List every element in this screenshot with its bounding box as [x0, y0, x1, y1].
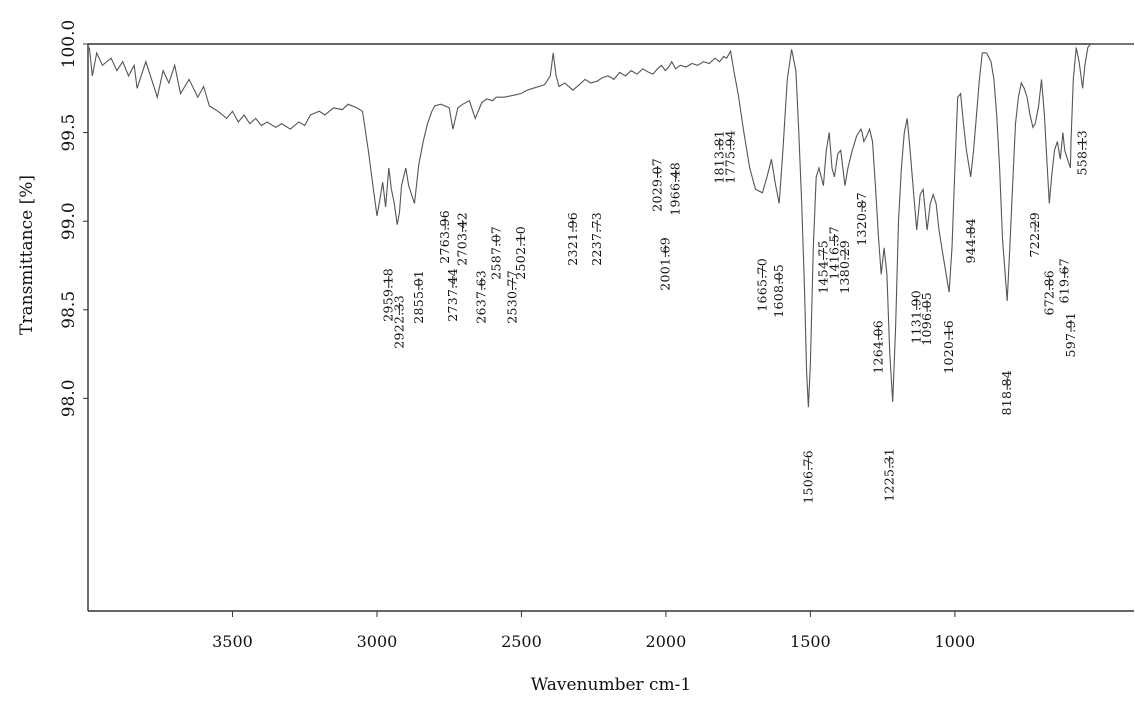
peak-label: 2763.96: [437, 210, 452, 264]
peak-label: 1020.16: [941, 320, 956, 374]
peak-label: 597.91: [1063, 312, 1078, 358]
x-tick-label: 2000: [646, 632, 687, 651]
peak-label: 2703.42: [455, 212, 470, 266]
peak-label: 2502.10: [513, 226, 528, 280]
peak-label: 2001.69: [657, 237, 672, 291]
peak-label: 1264.06: [871, 320, 886, 374]
x-tick-label: 3000: [357, 632, 398, 651]
peak-label: 1813.81: [712, 130, 727, 184]
x-tick-label: 1500: [790, 632, 831, 651]
peak-label: 2922.33: [391, 295, 406, 349]
peak-label: 2637.63: [474, 270, 489, 324]
x-tick-label: 3500: [212, 632, 253, 651]
peak-label: 1416.57: [827, 226, 842, 280]
peak-label: 672.86: [1041, 270, 1056, 316]
x-tick-label: 2500: [501, 632, 542, 651]
peak-label: 1380.29: [837, 240, 852, 294]
peak-label: 2737.44: [445, 268, 460, 322]
peak-label: 818.84: [999, 370, 1014, 416]
peak-label: 1608.05: [771, 264, 786, 318]
y-tick-label: 99.0: [59, 202, 79, 240]
peak-label: 1320.87: [854, 192, 869, 246]
peak-label: 619.67: [1057, 258, 1072, 304]
peak-label: 1096.05: [919, 292, 934, 346]
peak-label: 722.29: [1027, 212, 1042, 258]
y-tick-label: 98.0: [59, 379, 79, 417]
y-tick-label: 100.0: [59, 20, 79, 69]
x-axis-ticks: 3500 3000 2500 2000 1500 1000: [212, 611, 975, 651]
y-axis-title: Transmittance [%]: [17, 175, 37, 335]
peak-label: 1775.94: [723, 130, 738, 184]
peak-label: 2029.07: [650, 158, 665, 212]
peak-label: 2855.01: [411, 270, 426, 324]
peak-label: 2237.73: [589, 212, 604, 266]
peak-label: 2587.07: [488, 226, 503, 280]
peak-label: 1454.75: [816, 240, 831, 294]
peak-label: 558.13: [1075, 130, 1090, 176]
peak-label: 2530.77: [505, 270, 520, 324]
x-axis-title: Wavenumber cm-1: [531, 675, 692, 695]
peak-label: 1506.76: [800, 450, 815, 504]
y-tick-label: 98.5: [59, 291, 79, 329]
y-tick-label: 99.5: [59, 114, 79, 152]
peak-label: 2321.96: [565, 212, 580, 266]
peak-label: 1966.48: [668, 162, 683, 216]
peak-label: 2959.18: [381, 268, 396, 322]
transmittance-line: [88, 43, 1134, 408]
y-axis-ticks: 100.0 99.5 99.0 98.5 98.0: [59, 20, 88, 417]
x-tick-label: 1000: [934, 632, 975, 651]
peak-label: 1665.70: [755, 258, 770, 312]
peak-label: 1131.90: [909, 290, 924, 344]
peak-label: 1225.31: [882, 448, 897, 502]
peak-label: 944.84: [963, 218, 978, 264]
